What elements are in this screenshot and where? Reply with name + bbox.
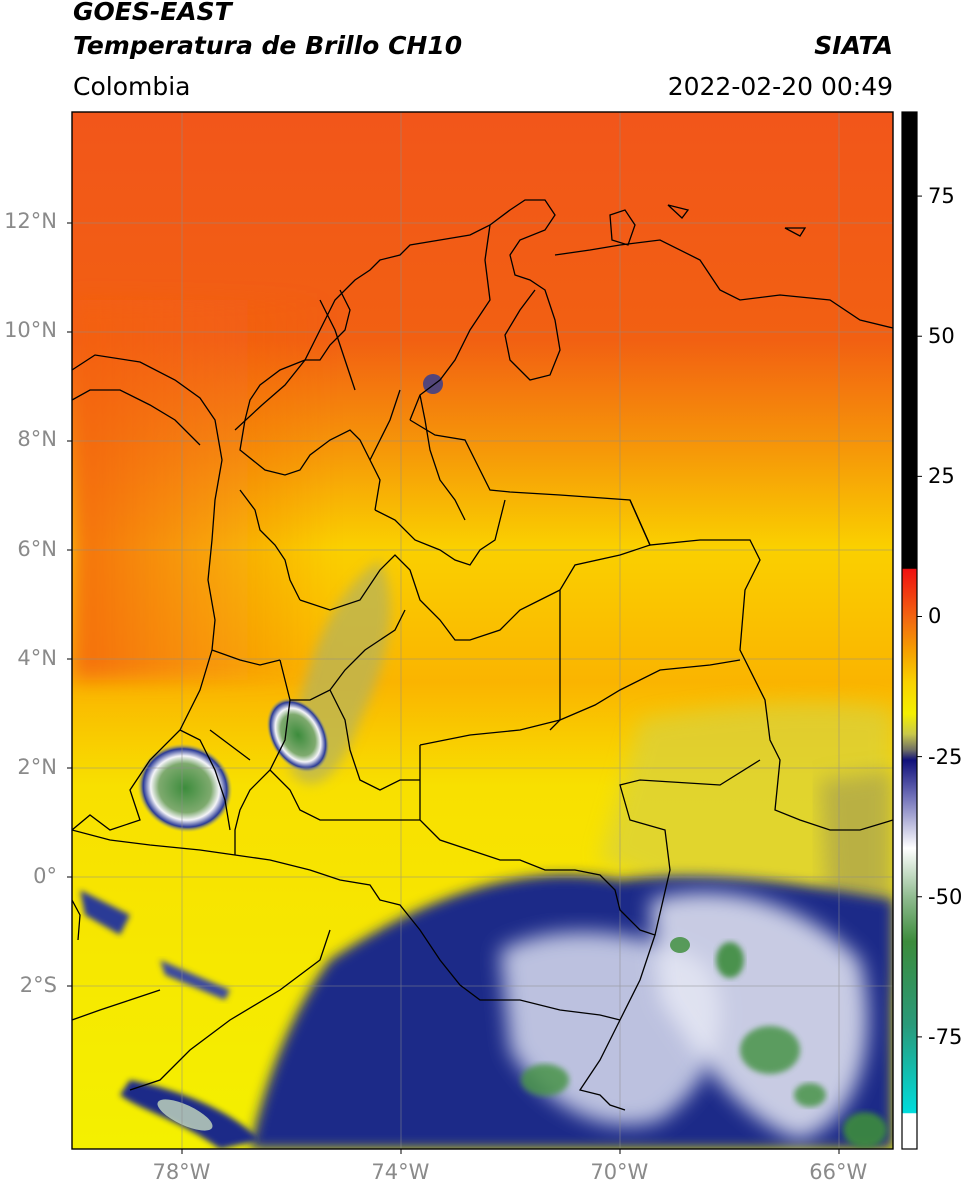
brightness-temperature-field <box>72 112 893 1149</box>
lat-tick-label: 8°N <box>17 427 57 452</box>
colorbar <box>902 112 917 1149</box>
colorbar-tick-label: 25 <box>928 464 955 489</box>
lon-tick-label: 78°W <box>152 1160 211 1184</box>
map-frame <box>71 111 894 1150</box>
colorbar-tick-label: 50 <box>928 324 955 349</box>
colorbar-tick-label: -50 <box>928 884 963 909</box>
borders <box>72 199 893 1111</box>
lat-tick-label: 6°N <box>17 536 57 561</box>
gridlines <box>72 112 893 1149</box>
region-label: Colombia <box>73 72 191 101</box>
colorbar-ticks <box>917 195 922 1038</box>
lat-tick-label: 0° <box>33 864 57 889</box>
lat-tick-label: 2°S <box>19 973 57 998</box>
axis-ticks <box>67 222 840 1154</box>
lat-tick-label: 2°N <box>17 754 57 779</box>
colorbar-tick-label: 0 <box>928 604 942 629</box>
lat-tick-label: 4°N <box>17 645 57 670</box>
lon-tick-label: 74°W <box>371 1160 430 1184</box>
lon-tick-label: 70°W <box>590 1160 649 1184</box>
colorbar-tick-label: 75 <box>928 184 955 209</box>
product-title: Temperatura de Brillo CH10 <box>73 31 463 60</box>
satellite-title: GOES-EAST <box>73 0 232 26</box>
agency-label: SIATA <box>814 31 893 60</box>
colorbar-tick-label: -75 <box>928 1024 963 1049</box>
datetime-label: 2022-02-20 00:49 <box>667 72 893 101</box>
lat-tick-label: 10°N <box>4 318 57 343</box>
colorbar-tick-label: -25 <box>928 744 963 769</box>
lon-tick-label: 66°W <box>809 1160 868 1184</box>
colorbar-frame <box>901 111 918 1150</box>
lat-tick-label: 12°N <box>4 209 57 234</box>
